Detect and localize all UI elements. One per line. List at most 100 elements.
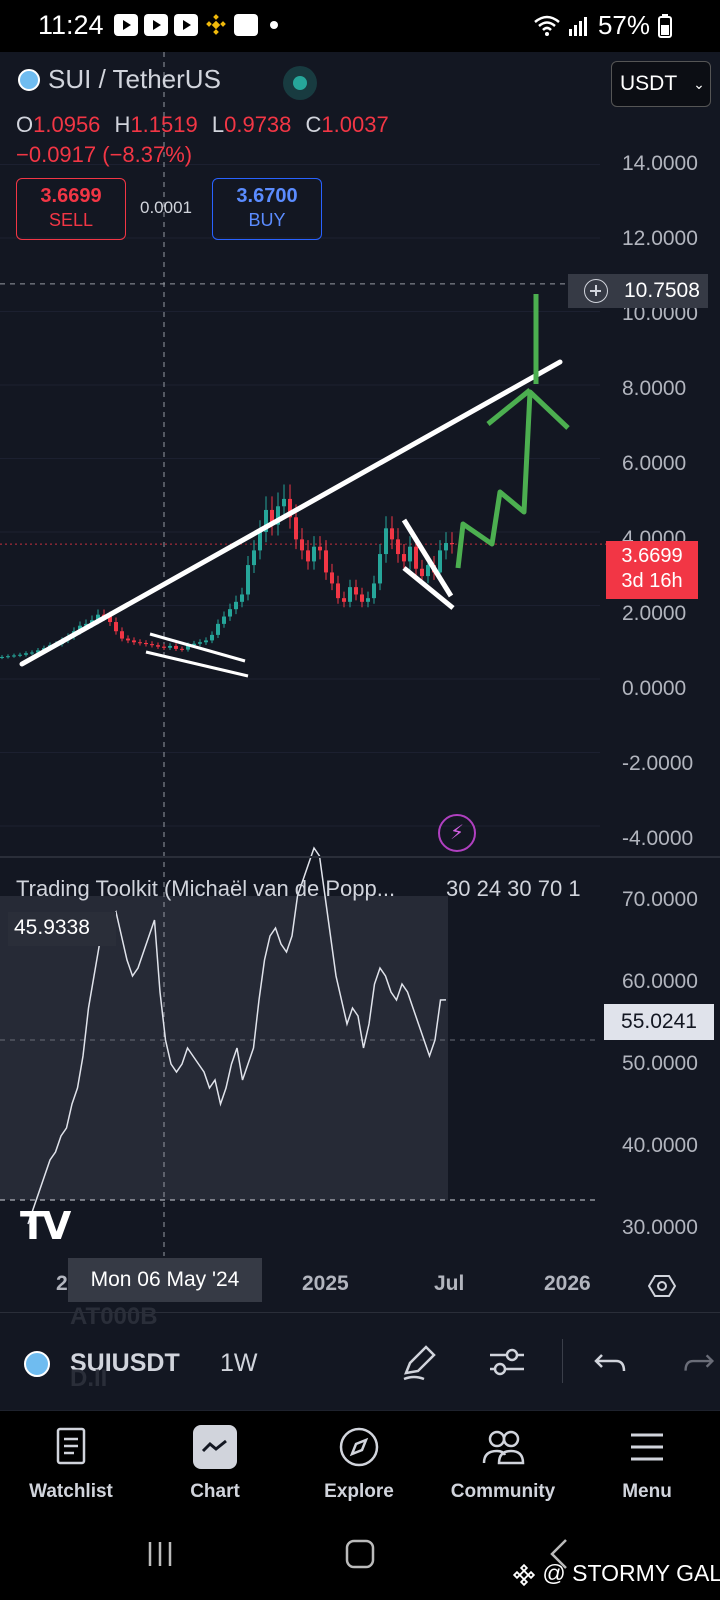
open-value: 1.0956 — [33, 112, 101, 137]
indicator-band — [0, 896, 448, 1200]
open-label: O — [16, 112, 34, 137]
wedge-lower-line — [145, 650, 249, 678]
wedge-upper-line — [149, 632, 246, 663]
recent-apps-icon[interactable] — [144, 1538, 176, 1570]
candle-body — [156, 645, 160, 647]
symbol-header[interactable]: SUI / TetherUS — [18, 64, 221, 95]
green-arrow-left — [486, 388, 532, 426]
candle-body — [270, 509, 274, 525]
candle-body — [150, 644, 154, 646]
ohlc-values: O1.0956 H1.1519 L0.9738 C1.0037 — [16, 112, 389, 138]
pane-divider[interactable] — [0, 856, 720, 858]
candle-body — [162, 646, 166, 648]
candle-body — [24, 653, 28, 655]
candle-body — [444, 543, 448, 551]
candle-body — [168, 645, 172, 648]
candle-body — [36, 650, 40, 653]
nav-label: Menu — [622, 1481, 672, 1502]
candle-body — [30, 652, 34, 654]
upper-trendline — [19, 359, 563, 667]
interval-selector[interactable]: 1W — [220, 1349, 258, 1377]
symbol-title[interactable]: SUI / TetherUS — [48, 64, 221, 94]
add-alert-icon[interactable] — [584, 279, 608, 303]
candle-body — [426, 565, 430, 577]
candle-body — [216, 623, 220, 635]
lightning-icon[interactable]: ⚡ — [438, 814, 476, 852]
date-tooltip: Mon 06 May '24 — [68, 1258, 262, 1302]
chart-canvas[interactable] — [0, 52, 720, 1288]
notification-dot-icon — [270, 21, 278, 29]
date-axis-label: Jul — [434, 1272, 465, 1295]
candle-body — [396, 539, 400, 555]
status-time: 11:24 — [38, 10, 104, 40]
indicators-settings-icon[interactable] — [484, 1339, 530, 1385]
buy-label: BUY — [248, 210, 286, 230]
candle-body — [288, 498, 292, 518]
indicator-title[interactable]: Trading Toolkit (Michaël van de Popp... — [16, 876, 396, 901]
gallery-icon — [234, 14, 258, 36]
flag-lower-line — [402, 566, 455, 610]
hamburger-menu-icon — [631, 1433, 663, 1461]
price-axis-label: 14.0000 — [622, 152, 698, 175]
candle-body — [126, 638, 130, 641]
candle-body — [132, 640, 136, 643]
price-axis-label: 6.0000 — [622, 452, 687, 475]
undo-icon[interactable] — [588, 1339, 634, 1385]
price-change: −0.0917 (−8.37%) — [16, 142, 193, 167]
youtube-icon — [144, 14, 168, 36]
currency-label: USDT — [620, 72, 678, 95]
nav-watchlist[interactable]: Watchlist — [6, 1425, 136, 1503]
price-axis-label: 2.0000 — [622, 602, 687, 625]
market-open-indicator-icon — [283, 66, 317, 100]
back-icon[interactable] — [548, 1538, 572, 1570]
candle-body — [438, 550, 442, 573]
candle-body — [246, 565, 250, 595]
nav-community[interactable]: Community — [438, 1425, 568, 1503]
bottom-navigation: Watchlist Chart Explore Community Menu — [0, 1410, 720, 1520]
sui-logo-icon — [24, 1351, 50, 1377]
chart-area[interactable] — [0, 52, 720, 1288]
candle-body — [354, 587, 358, 595]
redo-icon[interactable] — [676, 1339, 720, 1385]
buy-button[interactable]: 3.6700 BUY — [212, 178, 322, 240]
home-icon[interactable] — [344, 1538, 376, 1570]
signal-icon — [568, 16, 587, 36]
nav-chart[interactable]: Chart — [150, 1425, 280, 1503]
indicator-axis-label: 50.0000 — [622, 1052, 698, 1075]
candle-body — [312, 546, 316, 562]
candle-body — [240, 594, 244, 602]
date-axis-label: 2 — [56, 1272, 68, 1295]
candle-body — [366, 598, 370, 602]
candle-body — [114, 622, 118, 632]
sell-label: SELL — [48, 210, 94, 230]
candle-body — [402, 554, 406, 562]
candle-body — [180, 648, 184, 650]
candle-body — [138, 642, 142, 644]
nav-explore[interactable]: Explore — [294, 1425, 424, 1503]
drawing-tools-icon[interactable] — [396, 1339, 442, 1385]
overlay-ghost-text: D.II — [70, 1365, 108, 1392]
candle-body — [372, 583, 376, 599]
currency-selector[interactable]: USDT ⌄ — [611, 61, 711, 107]
crosshair-price-label[interactable]: 10.7508 — [568, 274, 708, 308]
compass-icon — [339, 1427, 379, 1467]
nav-label: Chart — [190, 1481, 240, 1502]
candle-body — [12, 655, 16, 657]
sell-button[interactable]: 3.6699 SELL — [16, 178, 126, 240]
chart-icon — [193, 1425, 237, 1469]
date-axis-label: 2025 — [302, 1272, 349, 1295]
candle-body — [198, 642, 202, 644]
chart-settings-icon[interactable] — [648, 1272, 676, 1300]
candle-body — [378, 554, 382, 584]
nav-menu[interactable]: Menu — [582, 1425, 712, 1503]
flag-upper-line — [401, 518, 454, 598]
chart-toolbar: AT000B SUIUSDT 1W D.II — [0, 1303, 720, 1410]
candle-body — [108, 616, 112, 623]
youtube-icon — [114, 14, 138, 36]
close-label: C — [305, 112, 322, 137]
candle-body — [264, 509, 268, 532]
watchlist-icon — [56, 1427, 86, 1465]
symbol-selector[interactable]: SUIUSDT — [70, 1349, 180, 1377]
high-label: H — [114, 112, 131, 137]
indicator-axis-label: 60.0000 — [622, 970, 698, 993]
